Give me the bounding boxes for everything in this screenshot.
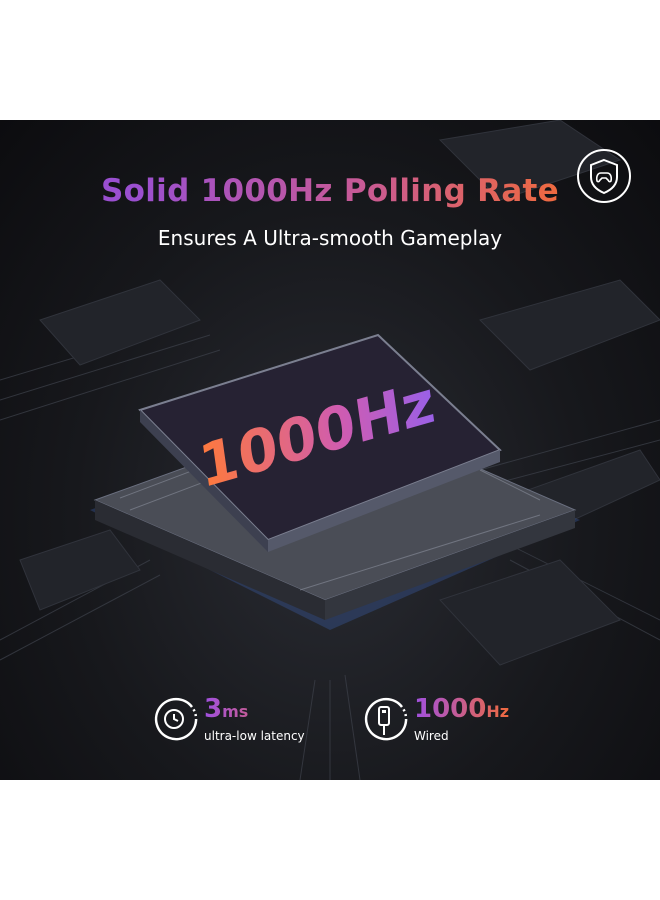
shield-gamepad-icon	[577, 149, 631, 203]
polling-label: Wired	[414, 728, 449, 743]
clock-icon	[154, 697, 198, 741]
hero-panel: Solid 1000Hz Polling Rate Ensures A Ultr…	[0, 120, 660, 780]
subheadline: Ensures A Ultra-smooth Gameplay	[157, 226, 503, 250]
polling-unit: Hz	[486, 701, 510, 721]
circuit-board-background	[0, 120, 660, 780]
latency-stat: 3ms ultra-low latency	[152, 695, 305, 743]
polling-value: 1000	[414, 693, 487, 724]
latency-label: ultra-low latency	[204, 728, 305, 743]
usb-cable-icon	[364, 697, 408, 741]
headline: Solid 1000Hz Polling Rate	[0, 173, 660, 209]
polling-stat: 1000Hz Wired	[362, 695, 509, 743]
latency-unit: ms	[222, 701, 249, 721]
latency-value: 3	[204, 693, 223, 724]
